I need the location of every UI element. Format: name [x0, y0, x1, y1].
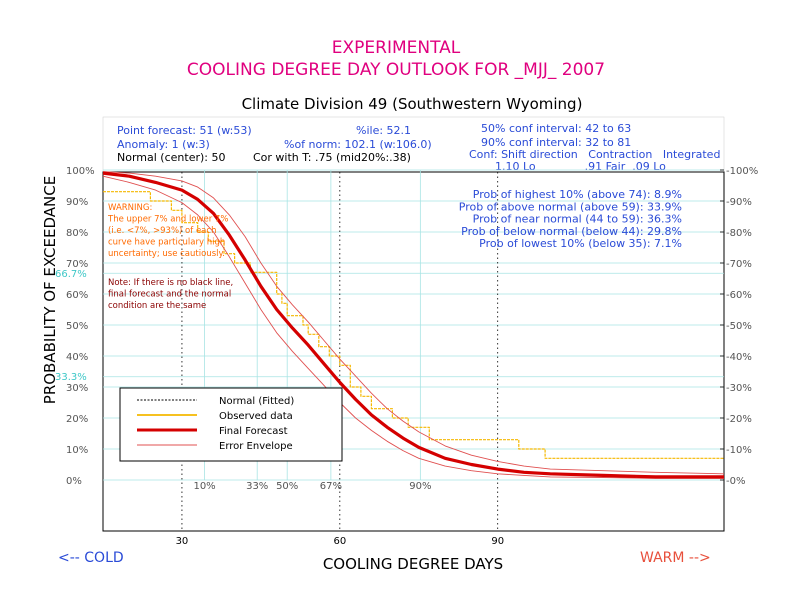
warm-label: WARM -->: [640, 550, 711, 566]
info-panel: Point forecast: 51 (w:53) Anomaly: 1 (w:…: [102, 116, 725, 173]
percent-of-normal: %of norm: 102.1 (w:106.0): [284, 138, 432, 151]
y-tick-label-left: 40%: [66, 352, 88, 363]
chart-title-line1: EXPERIMENTAL: [332, 38, 461, 58]
y-tick-label-left: 20%: [66, 414, 88, 425]
y-tick-label-left: 0%: [66, 476, 82, 487]
y-tick-label-left: 30%: [66, 383, 88, 394]
note-block: Note: If there is no black line, final fo…: [108, 278, 233, 311]
correlation-with-t: Cor with T: .75 (mid20%:.38): [253, 151, 411, 164]
y-tick-label-left: 60%: [66, 290, 88, 301]
x-ticks: 30 60 90: [176, 536, 504, 547]
probability-line: Prob of above normal (above 59): 33.9%: [459, 200, 682, 213]
percentile-value: %ile: 52.1: [356, 124, 411, 137]
percentile-labels: 10% 33% 50% 67% 90%: [193, 481, 431, 492]
y-tick-label-right: -40%: [726, 352, 752, 363]
cyan-mark-lower: 33.3%: [55, 372, 87, 383]
conf-interval-90: 90% conf interval: 32 to 81: [481, 136, 631, 149]
percentile-label: 90%: [409, 481, 431, 492]
warning-line: The upper 7% and lower 7%: [107, 215, 228, 225]
y-axis-label: PROBABILITY OF EXCEEDANCE: [41, 176, 59, 404]
note-line: condition are the same: [108, 301, 206, 311]
x-tick-label: 30: [176, 536, 189, 547]
warning-line: uncertainty; use cautiously.: [108, 249, 225, 259]
y-tick-label-right: -60%: [726, 290, 752, 301]
percentile-label: 10%: [193, 481, 215, 492]
probability-line: Prob of near normal (44 to 59): 36.3%: [473, 213, 682, 226]
legend-label: Observed data: [219, 411, 293, 422]
point-forecast: Point forecast: 51 (w:53): [117, 124, 252, 137]
normal-center: Normal (center): 50: [117, 151, 225, 164]
conf-interval-50: 50% conf interval: 42 to 63: [481, 122, 631, 135]
percentile-label: 67%: [320, 481, 342, 492]
cyan-mark-upper: 66.7%: [55, 269, 87, 280]
plot-frame: [102, 171, 725, 532]
y-tick-label-right: -80%: [726, 228, 752, 239]
legend-label: Error Envelope: [219, 441, 293, 452]
warning-line: WARNING:: [108, 203, 152, 213]
y-tick-label-right: -0%: [726, 476, 745, 487]
y-tick-label-right: -10%: [726, 445, 752, 456]
warning-line: curve have particulary high: [108, 238, 225, 248]
cold-label: <-- COLD: [58, 550, 124, 566]
chart-title-line2: COOLING DEGREE DAY OUTLOOK FOR _MJJ_ 200…: [187, 60, 605, 80]
percentile-label: 50%: [276, 481, 298, 492]
conf-values: 1.10 Lo .91 Fair .09 Lo: [495, 160, 666, 173]
series-final-forecast: [102, 171, 724, 479]
x-axis-label: COOLING DEGREE DAYS: [323, 555, 503, 573]
probability-block: Prob of highest 10% (above 74): 8.9%Prob…: [459, 188, 682, 250]
y-tick-label-left: 80%: [66, 228, 88, 239]
y-tick-label-right: -90%: [726, 197, 752, 208]
info-panel-frame: [102, 116, 725, 173]
anomaly: Anomaly: 1 (w:3): [117, 138, 210, 151]
y-tick-label-left: 10%: [66, 445, 88, 456]
y-tick-label-right: -100%: [726, 166, 758, 177]
probability-line: Prob of highest 10% (above 74): 8.9%: [473, 188, 682, 201]
y-tick-label-right: -20%: [726, 414, 752, 425]
y-tick-label-left: 100%: [66, 166, 95, 177]
series-observed-data: [103, 191, 724, 459]
x-tick-label: 90: [491, 536, 504, 547]
legend-label: Final Forecast: [219, 426, 288, 437]
conf-header: Conf: Shift direction Contraction Integr…: [469, 148, 720, 161]
y-tick-label-right: -30%: [726, 383, 752, 394]
y-tick-label-right: -70%: [726, 259, 752, 270]
chart-subtitle: Climate Division 49 (Southwestern Wyomin…: [242, 95, 583, 113]
x-tick-label: 60: [333, 536, 346, 547]
note-line: final forecast and the normal: [108, 290, 231, 300]
warning-block: WARNING: The upper 7% and lower 7%(i.e. <…: [107, 203, 228, 259]
note-line: Note: If there is no black line,: [108, 278, 233, 288]
warning-line: (i.e. <7%, >93%) of each: [108, 226, 216, 236]
probability-line: Prob of below normal (below 44): 29.8%: [461, 225, 682, 238]
probability-line: Prob of lowest 10% (below 35): 7.1%: [479, 237, 682, 250]
y-tick-label-right: -50%: [726, 321, 752, 332]
legend: Normal (Fitted) Observed data Final Foreca…: [119, 387, 343, 462]
legend-frame: [119, 387, 343, 462]
series-error-envelope-upper: [102, 171, 725, 475]
percentile-label: 33%: [246, 481, 268, 492]
legend-label: Normal (Fitted): [219, 396, 294, 407]
y-tick-label-left: 70%: [66, 259, 88, 270]
y-tick-label-left: 90%: [66, 197, 88, 208]
y-tick-label-left: 50%: [66, 321, 88, 332]
y-ticks: 0% -0% 10% -10% 20% -20% 30% -30% 40% -40% 50% -50%…: [66, 166, 758, 487]
